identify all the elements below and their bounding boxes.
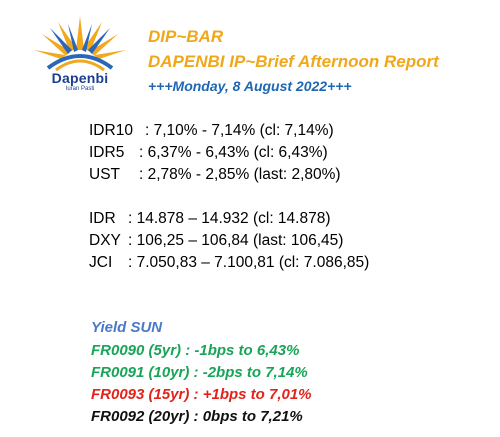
yield-label: IDR5 bbox=[89, 144, 125, 161]
yield-value: : 6,37% - 6,43% (cl: 6,43%) bbox=[139, 144, 328, 161]
sunburst-icon bbox=[34, 16, 126, 72]
yield-sun-line-fr0092: FR0092 (20yr) : 0bps to 7,21% bbox=[91, 408, 303, 425]
market-row-jci: JCI : 7.050,83 – 7.100,81 (cl: 7.086,85) bbox=[89, 254, 369, 272]
market-value: : 7.050,83 – 7.100,81 (cl: 7.086,85) bbox=[128, 254, 370, 271]
report-code: DIP~BAR bbox=[148, 27, 224, 46]
market-value: : 106,25 – 106,84 (last: 106,45) bbox=[128, 232, 344, 249]
market-value: : 14.878 – 14.932 (cl: 14.878) bbox=[128, 210, 331, 227]
brand-name: Dapenbi bbox=[51, 70, 109, 86]
yield-label: IDR10 bbox=[89, 122, 133, 139]
market-label: JCI bbox=[89, 254, 113, 271]
yield-sun-line-fr0090: FR0090 (5yr) : -1bps to 6,43% bbox=[91, 342, 300, 359]
yield-row-idr10: IDR10 : 7,10% - 7,14% (cl: 7,14%) bbox=[89, 122, 334, 140]
yield-row-ust: UST : 2,78% - 2,85% (last: 2,80%) bbox=[89, 166, 341, 184]
report-date: +++Monday, 8 August 2022+++ bbox=[148, 78, 352, 94]
report-title: DAPENBI IP~Brief Afternoon Report bbox=[148, 52, 439, 71]
yield-value: : 7,10% - 7,14% (cl: 7,14%) bbox=[145, 122, 334, 139]
yield-label: UST bbox=[89, 166, 120, 183]
market-label: DXY bbox=[89, 232, 121, 249]
dapenbi-logo: Dapenbi Iuran Pasti bbox=[30, 14, 130, 94]
yield-row-idr5: IDR5 : 6,37% - 6,43% (cl: 6,43%) bbox=[89, 144, 328, 162]
market-row-idr: IDR : 14.878 – 14.932 (cl: 14.878) bbox=[89, 210, 331, 228]
market-row-dxy: DXY : 106,25 – 106,84 (last: 106,45) bbox=[89, 232, 343, 250]
market-label: IDR bbox=[89, 210, 116, 227]
brand-tagline: Iuran Pasti bbox=[65, 86, 95, 92]
yield-sun-title: Yield SUN bbox=[91, 319, 163, 336]
yield-sun-line-fr0091: FR0091 (10yr) : -2bps to 7,14% bbox=[91, 364, 308, 381]
yield-value: : 2,78% - 2,85% (last: 2,80%) bbox=[139, 166, 341, 183]
yield-sun-line-fr0093: FR0093 (15yr) : +1bps to 7,01% bbox=[91, 386, 312, 403]
